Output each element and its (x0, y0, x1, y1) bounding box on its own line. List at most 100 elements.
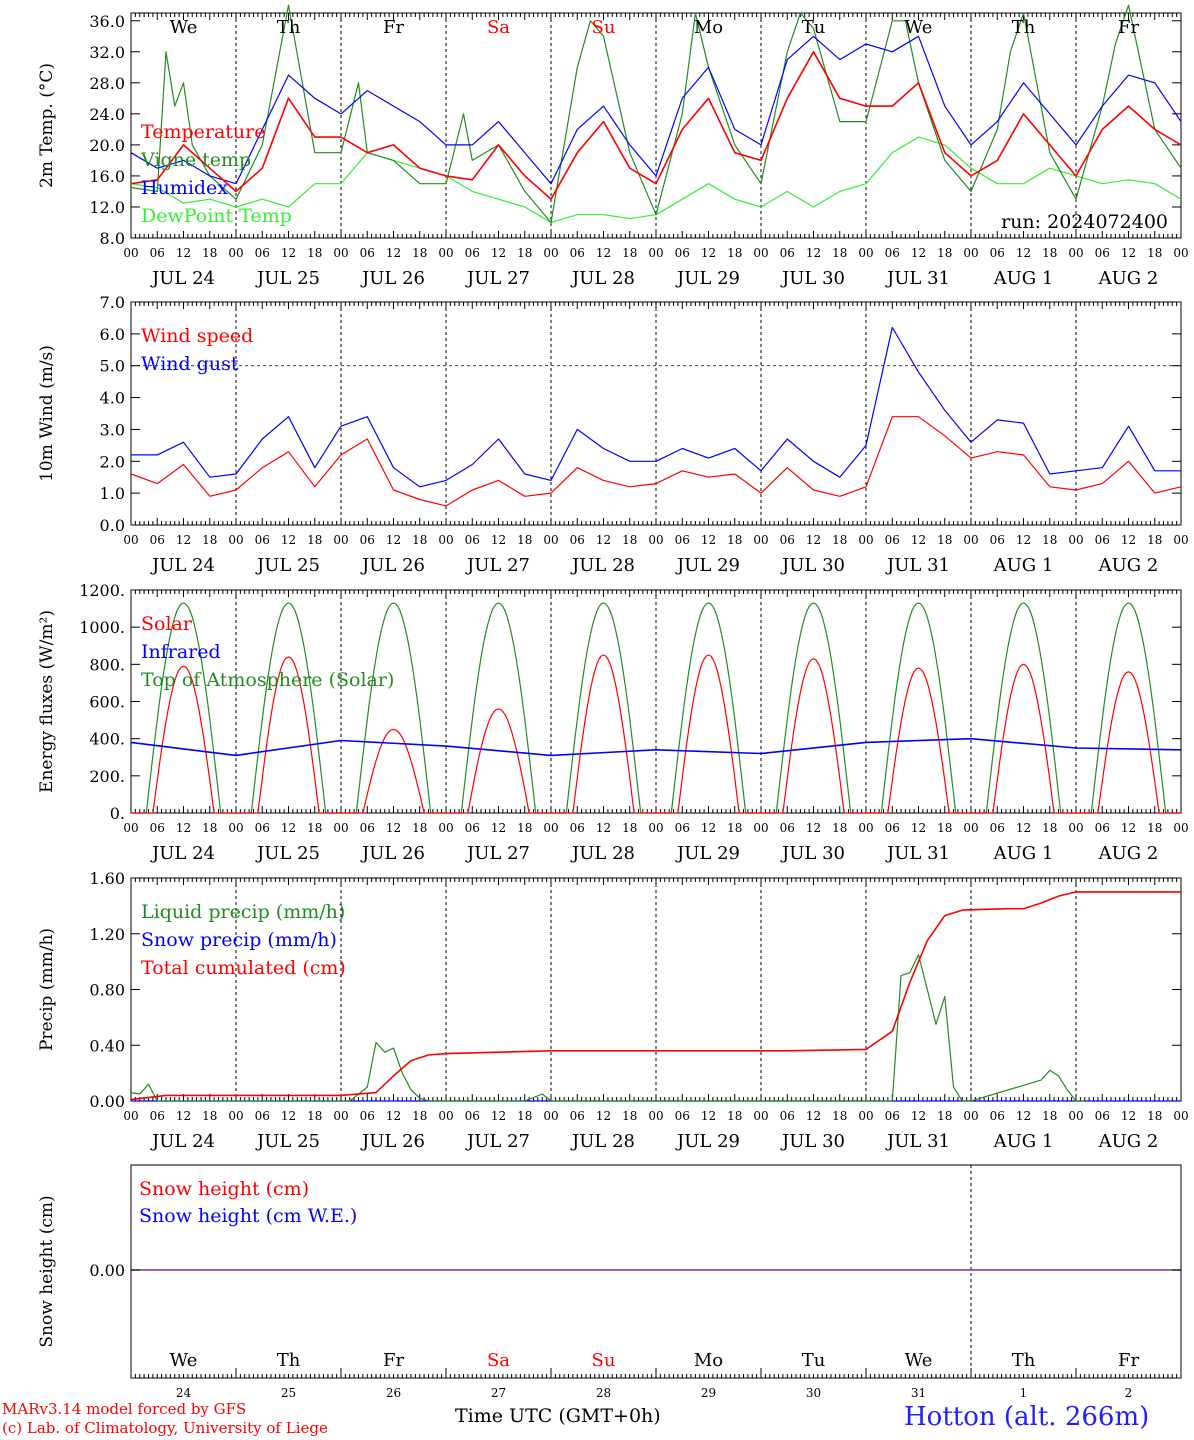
temperature-hour-label: 18 (832, 246, 847, 260)
energy-hour-label: 18 (412, 821, 427, 835)
temperature-day-of-week: Su (592, 17, 616, 38)
temperature-hour-label: 12 (1016, 246, 1031, 260)
energy-hour-label: 06 (675, 821, 690, 835)
temperature-hour-label: 00 (858, 246, 873, 260)
snow-day-number: 25 (281, 1386, 296, 1400)
precip-hour-label: 12 (491, 1109, 506, 1123)
precip-hour-label: 00 (228, 1109, 243, 1123)
energy-hour-label: 00 (1068, 821, 1083, 835)
precip-date-label: AUG 1 (993, 1131, 1054, 1152)
energy-hour-label: 06 (570, 821, 585, 835)
precip-hour-label: 06 (990, 1109, 1005, 1123)
energy-y-axis-label: Energy fluxes (W/m²) (37, 610, 57, 793)
snow-day-of-week: Fr (383, 1350, 404, 1371)
temperature-date-label: JUL 24 (150, 268, 215, 289)
wind-series-line (131, 326, 1181, 488)
precip-hour-label: 00 (753, 1109, 768, 1123)
temperature-hour-label: 00 (1173, 246, 1188, 260)
temperature-day-of-week: We (170, 17, 198, 38)
wind-panel: 00 06 12 18 JUL 24 00 06 12 18 JUL 25 00 06 12 18 JUL … (37, 293, 1189, 576)
wind-y-tick-label: 7.0 (100, 293, 125, 312)
temperature-date-label: JUL 26 (360, 268, 425, 289)
temperature-hour-label: 06 (780, 246, 795, 260)
wind-date-label: AUG 2 (1098, 555, 1159, 576)
temperature-day-of-week: Fr (383, 17, 404, 38)
precip-hour-label: 18 (727, 1109, 742, 1123)
precip-date-label: JUL 29 (675, 1131, 740, 1152)
wind-hour-label: 12 (806, 533, 821, 547)
energy-date-label: AUG 2 (1098, 843, 1159, 864)
temperature-day-of-week: Fr (1118, 17, 1139, 38)
wind-hour-label: 12 (281, 533, 296, 547)
temperature-day-of-week: Th (277, 17, 301, 38)
wind-hour-label: 18 (937, 533, 952, 547)
wind-date-label: JUL 28 (570, 555, 635, 576)
wind-y-tick-label: 2.0 (100, 452, 125, 471)
energy-hour-label: 00 (438, 821, 453, 835)
energy-hour-label: 12 (281, 821, 296, 835)
wind-hour-label: 00 (543, 533, 558, 547)
precip-hour-label: 18 (622, 1109, 637, 1123)
snow-day-number: 24 (176, 1386, 192, 1400)
temperature-date-label: AUG 2 (1098, 268, 1159, 289)
wind-hour-label: 12 (1016, 533, 1031, 547)
energy-hour-label: 00 (1173, 821, 1188, 835)
precip-date-label: JUL 31 (885, 1131, 950, 1152)
temperature-hour-label: 18 (1042, 246, 1057, 260)
wind-date-label: JUL 27 (465, 555, 530, 576)
precip-date-label: JUL 28 (570, 1131, 635, 1152)
wind-hour-label: 18 (1147, 533, 1162, 547)
precip-hour-label: 00 (858, 1109, 873, 1123)
footer-credit: (c) Lab. of Climatology, University of L… (2, 1419, 328, 1437)
precip-y-tick-label: 0.00 (89, 1092, 125, 1111)
precip-date-label: JUL 30 (780, 1131, 845, 1152)
precip-legend-entry: Liquid precip (mm/h) (141, 901, 345, 923)
temperature-hour-label: 06 (1095, 246, 1110, 260)
temperature-day-of-week: Mo (694, 17, 723, 38)
snow-day-of-week: We (170, 1350, 198, 1371)
temperature-series-line (130, 4, 1182, 224)
snow-day-number: 26 (386, 1386, 401, 1400)
wind-hour-label: 12 (701, 533, 716, 547)
energy-hour-label: 18 (937, 821, 952, 835)
precip-y-axis-label: Precip (mm/h) (37, 928, 57, 1051)
energy-infrared-line (130, 737, 1182, 757)
temperature-hour-label: 12 (806, 246, 821, 260)
precip-hour-label: 18 (517, 1109, 532, 1123)
precip-hour-label: 06 (780, 1109, 795, 1123)
wind-hour-label: 00 (858, 533, 873, 547)
snow-day-of-week: Fr (1118, 1350, 1139, 1371)
energy-hour-label: 00 (228, 821, 243, 835)
temperature-hour-label: 18 (412, 246, 427, 260)
temperature-y-tick-label: 28.0 (89, 74, 125, 93)
precip-y-tick-label: 1.60 (89, 869, 125, 888)
wind-hour-label: 00 (123, 533, 138, 547)
precip-hour-label: 06 (885, 1109, 900, 1123)
energy-hour-label: 18 (202, 821, 217, 835)
wind-hour-label: 18 (412, 533, 427, 547)
wind-y-tick-label: 1.0 (100, 484, 125, 503)
wind-hour-label: 00 (1068, 533, 1083, 547)
energy-hour-label: 06 (255, 821, 270, 835)
precip-y-tick-label: 0.80 (89, 981, 125, 1000)
precip-hour-label: 18 (832, 1109, 847, 1123)
snow-legend-entry: Snow height (cm W.E.) (139, 1205, 357, 1227)
energy-hour-label: 06 (780, 821, 795, 835)
wind-hour-label: 00 (438, 533, 453, 547)
precip-hour-label: 00 (333, 1109, 348, 1123)
precip-hour-label: 18 (307, 1109, 322, 1123)
energy-hour-label: 12 (491, 821, 506, 835)
precip-hour-label: 06 (675, 1109, 690, 1123)
temperature-day-of-week: Th (1012, 17, 1036, 38)
precip-hour-label: 12 (386, 1109, 401, 1123)
wind-hour-label: 12 (386, 533, 401, 547)
snow-day-of-week: Mo (694, 1350, 723, 1371)
temperature-hour-label: 00 (648, 246, 663, 260)
precip-y-tick-label: 1.20 (89, 925, 125, 944)
temperature-hour-label: 00 (543, 246, 558, 260)
temperature-hour-label: 06 (255, 246, 270, 260)
temperature-y-tick-label: 16.0 (89, 167, 125, 186)
energy-date-label: JUL 27 (465, 843, 530, 864)
precip-date-label: JUL 24 (150, 1131, 215, 1152)
precip-y-tick-label: 0.40 (89, 1036, 125, 1055)
